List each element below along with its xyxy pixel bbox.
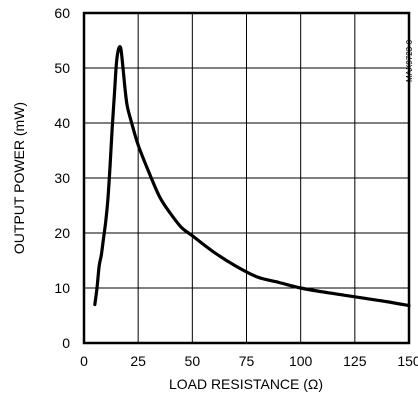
x-tick-label: 150 — [397, 353, 418, 369]
y-axis-label: OUTPUT POWER (mW) — [11, 102, 27, 254]
y-tick-label: 40 — [54, 115, 70, 131]
x-tick-label: 100 — [289, 353, 313, 369]
x-tick-label: 75 — [239, 353, 255, 369]
y-tick-label: 20 — [54, 225, 70, 241]
y-tick-label: 50 — [54, 60, 70, 76]
x-axis-label: LOAD RESISTANCE (Ω) — [169, 376, 323, 392]
figure-id-text: MAX9723-0 — [405, 39, 414, 82]
x-tick-label: 0 — [80, 353, 88, 369]
x-tick-label: 50 — [185, 353, 201, 369]
grid-lines — [84, 13, 409, 343]
y-tick-label: 30 — [54, 170, 70, 186]
y-tick-labels: 0 10 20 30 40 50 60 — [54, 5, 70, 351]
x-tick-labels: 0 25 50 75 100 125 150 — [80, 353, 418, 369]
plot-frame — [82, 11, 411, 345]
x-tick-label: 125 — [343, 353, 367, 369]
y-tick-label: 0 — [62, 335, 70, 351]
series-line-output-power — [93, 45, 411, 308]
x-tick-label: 25 — [130, 353, 146, 369]
y-tick-label: 10 — [54, 280, 70, 296]
y-tick-label: 60 — [54, 5, 70, 21]
